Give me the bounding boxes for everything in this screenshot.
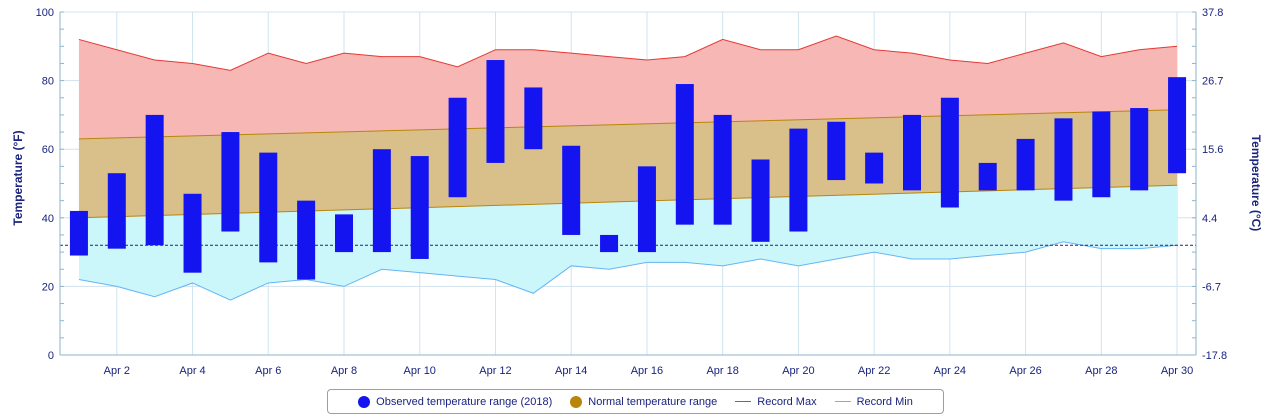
legend: Observed temperature range (2018) Normal…: [327, 389, 944, 414]
legend-item-record-max[interactable]: Record Max: [735, 395, 817, 408]
y-tick-label-left: 20: [42, 281, 54, 293]
normal-swatch-icon: [570, 395, 583, 408]
y-axis-title-left: Temperature (°F): [11, 130, 25, 225]
observed-bar: [524, 87, 543, 150]
observed-bar: [145, 114, 164, 246]
x-tick-label: Apr 20: [782, 365, 814, 377]
y-tick-label-left: 60: [42, 144, 54, 156]
record-min-line: [78, 241, 1178, 301]
record-max-line: [78, 35, 1178, 71]
x-tick-label: Apr 26: [1009, 365, 1041, 377]
y-tick-label-left: 100: [36, 7, 54, 19]
legend-label-record-max: Record Max: [757, 395, 817, 408]
x-tick-label: Apr 28: [1085, 365, 1117, 377]
y-tick-label-left: 0: [48, 350, 54, 362]
x-tick-label: Apr 30: [1161, 365, 1193, 377]
x-tick-label: Apr 12: [479, 365, 511, 377]
x-tick-label: Apr 4: [179, 365, 205, 377]
observed-bar: [978, 162, 997, 191]
normal-high-line: [78, 109, 1178, 140]
observed-bar: [448, 97, 467, 198]
record-range-area: [78, 35, 1178, 301]
legend-item-record-min[interactable]: Record Min: [834, 395, 913, 408]
y-tick-label-left: 80: [42, 76, 54, 88]
y-tick-label-right: 37.8: [1202, 7, 1223, 19]
observed-bar: [940, 97, 959, 208]
observed-bar: [372, 149, 391, 253]
observed-bar: [1016, 138, 1035, 191]
observed-bars: [69, 60, 1187, 280]
x-tick-label: Apr 6: [255, 365, 281, 377]
observed-bar: [600, 234, 619, 253]
y-tick-label-right: 26.7: [1202, 76, 1223, 88]
observed-bar: [751, 159, 770, 242]
observed-bar: [1092, 111, 1111, 198]
temperature-chart: 0 20 40 60 80 100 -17.8 -6.7 4.4 15.6 26.7 37.8 Apr …: [11, 7, 1263, 377]
observed-bar: [107, 173, 126, 249]
observed-bar: [486, 60, 505, 163]
x-tick-label: Apr 22: [858, 365, 890, 377]
record-max-swatch-icon: [735, 401, 752, 402]
observed-bar: [713, 114, 732, 225]
observed-bar: [637, 166, 656, 253]
legend-label-record-min: Record Min: [856, 395, 913, 408]
y-tick-label-left: 40: [42, 213, 54, 225]
observed-bar: [1054, 118, 1073, 201]
observed-bar: [297, 200, 316, 280]
observed-bar: [865, 152, 884, 184]
observed-bar: [221, 132, 240, 232]
legend-item-normal[interactable]: Normal temperature range: [570, 395, 718, 408]
tick-labels: 0 20 40 60 80 100 -17.8 -6.7 4.4 15.6 26.7 37.8 Apr …: [36, 7, 1227, 377]
observed-bar: [827, 121, 846, 181]
y-tick-label-right: 4.4: [1202, 213, 1217, 225]
x-tick-label: Apr 8: [331, 365, 357, 377]
x-tick-label: Apr 24: [934, 365, 966, 377]
observed-bar: [69, 210, 88, 256]
record-max-area: [78, 36, 1178, 139]
x-tick-label: Apr 2: [104, 365, 130, 377]
observed-bar: [903, 114, 921, 191]
y-tick-label-right: -17.8: [1202, 350, 1227, 362]
y-tick-label-right: -6.7: [1202, 281, 1221, 293]
x-tick-label: Apr 14: [555, 365, 587, 377]
x-tick-label: Apr 10: [404, 365, 436, 377]
y-axis-title-right: Temperature (°C): [1249, 135, 1263, 232]
x-tick-label: Apr 18: [706, 365, 738, 377]
observed-bar: [562, 145, 581, 235]
legend-label-normal: Normal temperature range: [588, 395, 718, 408]
observed-bar: [410, 156, 429, 259]
observed-bar: [1168, 77, 1187, 174]
observed-bar: [789, 128, 808, 232]
observed-bar: [259, 152, 278, 263]
observed-bar: [183, 193, 202, 273]
record-min-swatch-icon: [834, 401, 851, 402]
x-tick-label: Apr 16: [631, 365, 663, 377]
axes: [59, 11, 1197, 356]
observed-bar: [335, 214, 353, 253]
observed-bar: [675, 84, 694, 225]
observed-swatch-icon: [358, 395, 371, 408]
y-tick-label-right: 15.6: [1202, 144, 1223, 156]
record-min-area: [78, 185, 1178, 301]
legend-item-observed[interactable]: Observed temperature range (2018): [358, 395, 553, 408]
normal-range-band: [78, 109, 1178, 218]
observed-bar: [1130, 108, 1149, 191]
legend-label-observed: Observed temperature range (2018): [376, 395, 553, 408]
